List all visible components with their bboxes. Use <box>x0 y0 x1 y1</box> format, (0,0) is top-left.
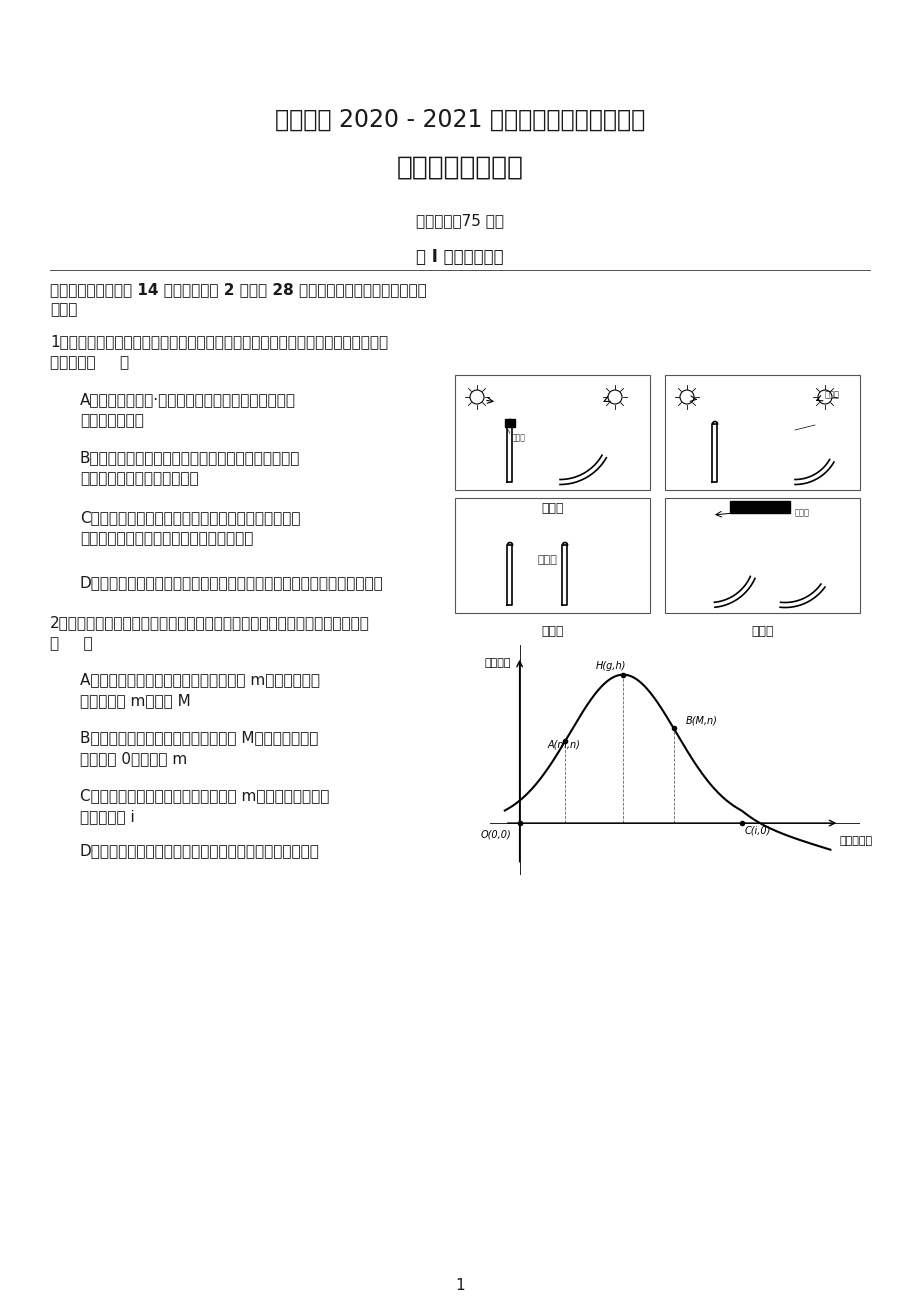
Polygon shape <box>507 545 512 605</box>
Text: 石首一中 2020 - 2021 学年第一学期十二月月考: 石首一中 2020 - 2021 学年第一学期十二月月考 <box>275 108 644 132</box>
Text: C．若向地性根的远地侧生长素浓度为 m，则其近地侧浓度: C．若向地性根的远地侧生长素浓度为 m，则其近地侧浓度 <box>80 788 329 803</box>
Text: 一、选择题（本题共 14 小题，每小题 2 分，共 28 分，每小题只有一项是最符合题: 一、选择题（本题共 14 小题，每小题 2 分，共 28 分，每小题只有一项是最… <box>50 281 426 297</box>
Bar <box>455 375 650 490</box>
Polygon shape <box>779 584 824 607</box>
Text: B(M,n): B(M,n) <box>685 715 717 726</box>
Text: 实验四: 实验四 <box>751 625 773 638</box>
Bar <box>455 498 650 612</box>
Polygon shape <box>507 422 512 482</box>
Text: B．若背地性茎的近地侧生长素浓度为 M，则其远地侧浓: B．若背地性茎的近地侧生长素浓度为 M，则其远地侧浓 <box>80 730 318 745</box>
Bar <box>664 375 859 490</box>
Text: H(g,h): H(g,h) <box>596 661 626 671</box>
Text: 琼脂片: 琼脂片 <box>824 390 839 399</box>
Polygon shape <box>714 576 754 607</box>
Text: 端产生的生长素在其下部分布不均匀造成的: 端产生的生长素在其下部分布不均匀造成的 <box>80 532 253 546</box>
Text: 锡箔罩: 锡箔罩 <box>512 433 526 442</box>
Text: 2．下图表示不同浓度的生长素对植物生长的作用，据图分析下列说法错误的是: 2．下图表示不同浓度的生长素对植物生长的作用，据图分析下列说法错误的是 <box>50 615 369 629</box>
Text: D．茎的背地性、根的向地性均体现了生长素作用的两重性: D．茎的背地性、根的向地性均体现了生长素作用的两重性 <box>80 843 320 857</box>
Text: 度为大于 0，且小于 m: 度为大于 0，且小于 m <box>80 751 187 766</box>
Polygon shape <box>560 455 606 485</box>
Polygon shape <box>794 460 833 485</box>
Text: B．实验二是达尔文的实验，证明胚芽鞘尖端产生的影: B．实验二是达尔文的实验，证明胚芽鞘尖端产生的影 <box>80 450 300 465</box>
Text: 实验一: 实验一 <box>540 502 563 515</box>
Text: 琼脂块: 琼脂块 <box>794 508 809 517</box>
Text: 实验三: 实验三 <box>540 625 563 638</box>
Text: 响可以通过琼脂片传递给下部: 响可以通过琼脂片传递给下部 <box>80 470 199 486</box>
Text: D．实验四是温特的实验，证明了导致胚芽鞘弯曲生长的影响是种化学物质: D．实验四是温特的实验，证明了导致胚芽鞘弯曲生长的影响是种化学物质 <box>80 575 383 590</box>
Text: 第 I 卷（选择题）: 第 I 卷（选择题） <box>415 248 504 266</box>
Text: 范围为大于 i: 范围为大于 i <box>80 809 134 823</box>
Text: 高二年级生物试题: 高二年级生物试题 <box>396 155 523 181</box>
Bar <box>505 420 515 427</box>
Text: 促进作用: 促进作用 <box>483 658 510 668</box>
Text: C．实验三是拜尔的实验，证明胚芽鞘的弯曲生长是尖: C．实验三是拜尔的实验，证明胚芽鞘的弯曲生长是尖 <box>80 509 301 525</box>
Text: 考试时间：75 分钟: 考试时间：75 分钟 <box>415 212 504 228</box>
Text: 黑暗中: 黑暗中 <box>537 555 557 566</box>
Text: O(0,0): O(0,0) <box>480 830 511 840</box>
Text: 实验二: 实验二 <box>751 502 773 515</box>
Polygon shape <box>562 545 567 605</box>
Text: C(i,0): C(i,0) <box>743 826 770 835</box>
Text: 正确的是（     ）: 正确的是（ ） <box>50 354 129 370</box>
Text: 1: 1 <box>455 1278 464 1293</box>
Text: 要求）: 要求） <box>50 302 77 317</box>
Text: 的是胚芽鞘尖端: 的是胚芽鞘尖端 <box>80 413 143 427</box>
Text: 生长素浓度: 生长素浓度 <box>838 835 871 846</box>
Polygon shape <box>711 423 717 482</box>
Bar <box>729 500 789 513</box>
Text: A．实验一是鲍森·詹森的实验，证明感受单侧光刺激: A．实验一是鲍森·詹森的实验，证明感受单侧光刺激 <box>80 392 296 407</box>
Text: A(m,n): A(m,n) <box>547 740 580 751</box>
Text: 浓度为大于 m，小于 M: 浓度为大于 m，小于 M <box>80 693 190 708</box>
Text: A．若向光性幼苗的向光侧生长素浓度为 m，则其背光侧: A．若向光性幼苗的向光侧生长素浓度为 m，则其背光侧 <box>80 672 320 687</box>
Text: （     ）: （ ） <box>50 636 93 652</box>
Text: 1．下面是生长素发现过程中的部分实验示意图，根据图中信息判断，下列相关说法: 1．下面是生长素发现过程中的部分实验示意图，根据图中信息判断，下列相关说法 <box>50 334 388 349</box>
Bar <box>664 498 859 612</box>
